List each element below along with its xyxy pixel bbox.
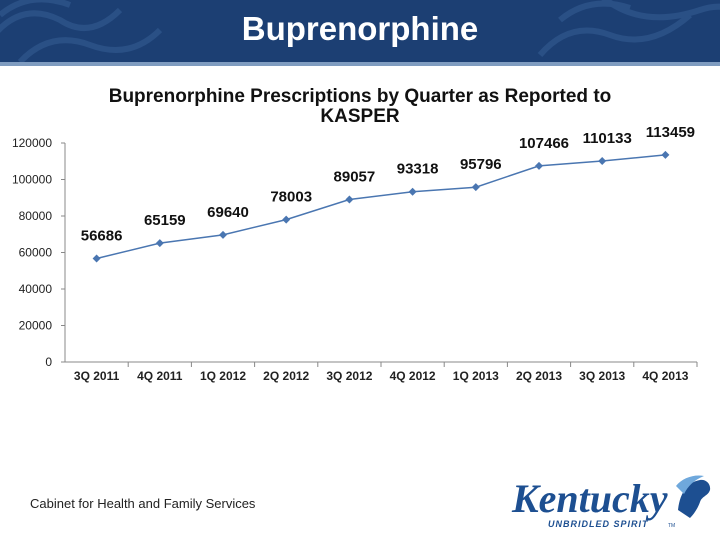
data-point-marker — [471, 183, 480, 192]
x-axis-ticks: 3Q 2011 4Q 2011 1Q 2012 2Q 2012 3Q 2012 4Q 20… — [74, 362, 698, 383]
chart-title-line2: KASPER — [320, 106, 399, 127]
data-value-label: 65159 — [144, 212, 186, 229]
data-point-marker — [282, 215, 291, 224]
x-tick-label: 2Q 2012 — [263, 369, 309, 383]
footer-text: Cabinet for Health and Family Services — [30, 496, 256, 511]
data-value-label: 93318 — [397, 161, 439, 178]
y-axis-ticks: 0 20000 40000 60000 80000 100000 120000 — [12, 136, 65, 369]
y-tick-label: 60000 — [19, 246, 53, 260]
chart-title-line1: Buprenorphine Prescriptions by Quarter a… — [109, 86, 612, 107]
y-tick-label: 100000 — [12, 173, 52, 187]
y-tick-label: 120000 — [12, 136, 52, 150]
x-tick-label: 1Q 2012 — [200, 369, 246, 383]
horse-mane-icon — [676, 475, 704, 494]
data-value-label: 113459 — [646, 124, 695, 141]
data-value-label: 78003 — [270, 189, 312, 206]
line-chart: Buprenorphine Prescriptions by Quarter a… — [12, 86, 698, 383]
logo-tagline: UNBRIDLED SPIRIT — [548, 519, 649, 529]
data-point-marker — [155, 239, 164, 248]
y-tick-label: 0 — [45, 355, 52, 369]
data-value-label: 110133 — [583, 130, 632, 147]
slide-title: Buprenorphine — [241, 10, 479, 47]
data-value-label: 69640 — [207, 204, 249, 221]
data-point-marker — [661, 150, 670, 159]
x-tick-label: 1Q 2013 — [453, 369, 499, 383]
data-point-marker — [408, 187, 417, 196]
data-value-label: 89057 — [334, 168, 376, 185]
title-banner: Buprenorphine — [0, 0, 720, 62]
x-tick-label: 3Q 2012 — [326, 369, 372, 383]
kentucky-logo: Kentucky UNBRIDLED SPIRIT TM — [511, 475, 711, 529]
data-point-marker — [535, 161, 543, 170]
y-tick-label: 80000 — [19, 209, 53, 223]
data-points — [92, 150, 670, 263]
y-tick-label: 40000 — [19, 282, 53, 296]
x-tick-label: 4Q 2012 — [390, 369, 436, 383]
x-tick-label: 4Q 2011 — [137, 369, 183, 383]
data-point-marker — [92, 254, 101, 263]
series-line — [96, 154, 666, 260]
x-tick-label: 2Q 2013 — [516, 369, 562, 383]
data-labels: 56686 65159 69640 78003 89057 93318 95796 10746… — [81, 124, 695, 245]
data-value-label: 56686 — [81, 228, 123, 245]
data-point-marker — [219, 230, 227, 239]
banner-swirl-decoration — [0, 0, 720, 62]
x-tick-label: 3Q 2011 — [74, 369, 120, 383]
x-tick-label: 4Q 2013 — [642, 369, 688, 383]
title-underline — [0, 62, 720, 66]
data-value-label: 107466 — [519, 135, 569, 152]
x-tick-label: 3Q 2013 — [579, 369, 625, 383]
data-point-marker — [598, 157, 607, 166]
data-point-marker — [345, 195, 354, 204]
logo-wordmark: Kentucky — [511, 476, 668, 521]
y-tick-label: 20000 — [19, 319, 53, 333]
logo-trademark: TM — [668, 523, 675, 529]
data-value-label: 95796 — [460, 156, 502, 173]
